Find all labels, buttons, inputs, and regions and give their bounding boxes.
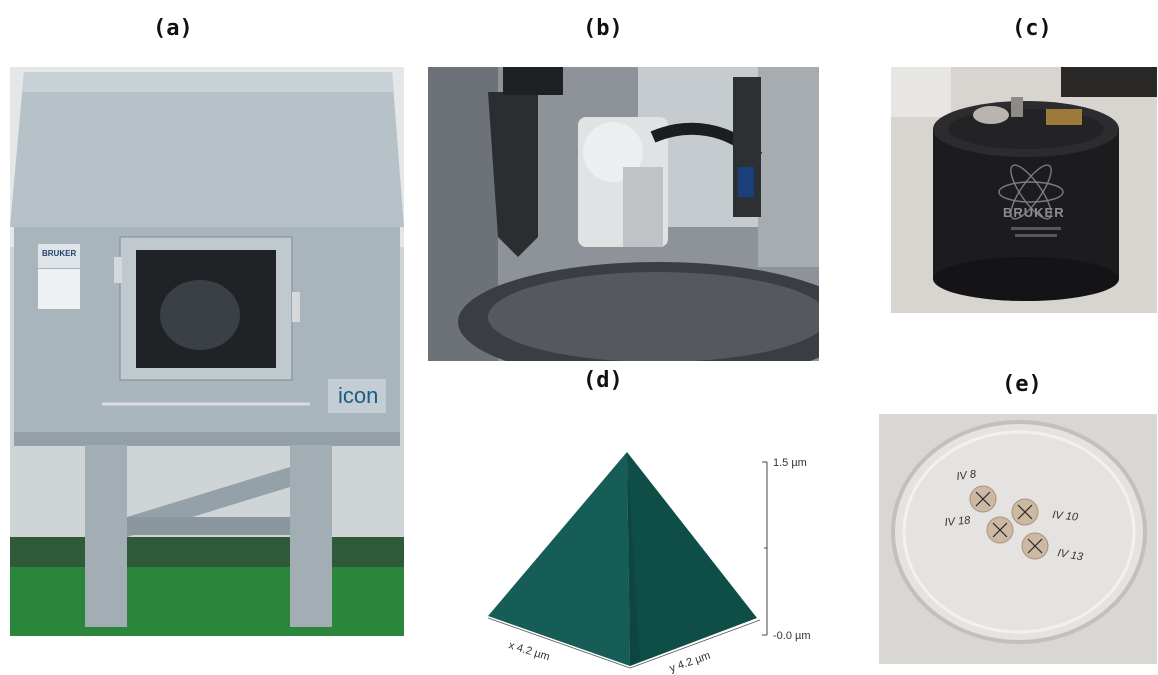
z-top-label: 1.5 µm	[773, 457, 807, 469]
sample-label-iv8: IV 8	[956, 468, 978, 483]
panel-label-a: (a)	[153, 16, 193, 41]
pyramid-left-face	[488, 452, 630, 666]
panel-label-c: (c)	[1012, 16, 1052, 41]
pyramid-right-face	[627, 452, 757, 666]
panel-label-e: (e)	[1002, 372, 1042, 397]
petri-dish-photo: IV 8 IV 10 IV 18 IV 13	[879, 414, 1157, 664]
afm-cabinet-photo: BRUKER icon	[10, 67, 404, 636]
afm-tip-pyramid-plot: 1.5 µm -0.0 µm x 4.2 µm y 4.2 µm	[470, 440, 830, 675]
afm-head-photo	[428, 67, 819, 361]
panel-label-b: (b)	[583, 16, 623, 41]
z-bottom-label: -0.0 µm	[773, 630, 811, 642]
y-axis-label: y 4.2 µm	[668, 650, 712, 675]
bruker-holder-photo: BRUKER	[891, 67, 1157, 313]
bruker-logo-text: BRUKER	[42, 249, 77, 258]
bruker-holder-brand: BRUKER	[1003, 205, 1065, 220]
x-axis-label: x 4.2 µm	[507, 639, 551, 663]
sample-label-iv10: IV 10	[1052, 509, 1080, 524]
panel-label-d: (d)	[583, 368, 623, 393]
sample-label-iv18: IV 18	[944, 514, 972, 529]
sample-label-iv13: IV 13	[1056, 547, 1084, 563]
icon-logo-text: icon	[338, 383, 379, 408]
